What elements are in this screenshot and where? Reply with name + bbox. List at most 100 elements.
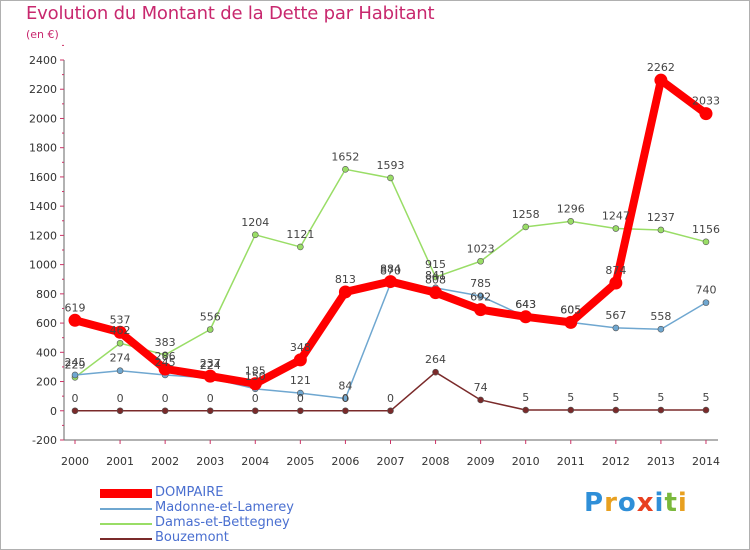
proxiti-logo-letter: x	[636, 488, 655, 518]
data-point	[387, 407, 394, 415]
data-point	[522, 223, 530, 231]
data-label: 229	[65, 358, 86, 371]
data-label: 619	[65, 301, 86, 314]
data-label: 1204	[241, 216, 269, 229]
data-point	[206, 407, 214, 415]
data-point	[383, 275, 397, 289]
legend-swatch-madonne	[100, 508, 152, 510]
data-label: 808	[425, 274, 446, 287]
data-point	[702, 299, 710, 306]
data-label: 264	[425, 353, 446, 366]
data-label: 245	[155, 356, 176, 369]
y-tick-label: 400	[36, 346, 57, 359]
x-tick-label: 2006	[331, 455, 359, 468]
data-label: 1296	[557, 202, 585, 215]
data-label: 1247	[602, 210, 630, 223]
data-label: 0	[162, 392, 169, 405]
data-point	[113, 325, 127, 339]
data-label: 841	[425, 269, 446, 282]
data-point	[432, 273, 439, 281]
data-point	[71, 371, 79, 379]
data-point	[519, 310, 533, 324]
proxiti-logo-letter: i	[654, 488, 665, 518]
x-tick-label: 2013	[647, 455, 675, 468]
data-point	[251, 407, 259, 415]
y-tick-label: 2400	[29, 54, 57, 67]
data-label: 813	[335, 273, 356, 286]
proxiti-logo-letter: r	[604, 488, 618, 518]
data-label: 5	[612, 391, 619, 404]
data-label: 0	[297, 392, 304, 405]
data-label: 0	[387, 392, 394, 405]
data-point	[116, 367, 124, 375]
data-label: 286	[155, 350, 176, 363]
data-point	[342, 395, 349, 402]
chart-title: Evolution du Montant de la Dette par Hab…	[26, 3, 435, 24]
chart-subtitle: (en €)	[26, 28, 59, 41]
data-label: 383	[155, 336, 176, 349]
y-tick-label: 2000	[29, 112, 57, 125]
data-point	[297, 389, 304, 397]
data-point	[564, 315, 578, 329]
y-tick-label: 1600	[29, 171, 57, 184]
x-tick-label: 2002	[151, 455, 179, 468]
data-label: 915	[425, 258, 446, 271]
data-point	[297, 243, 304, 251]
y-tick-label: -200	[32, 434, 57, 447]
legend-label-madonne: Madonne-et-Lamerey	[155, 500, 294, 515]
data-label: 884	[380, 263, 401, 276]
data-point	[161, 351, 169, 359]
data-label: 0	[252, 392, 259, 405]
proxiti-logo-letter: P	[584, 488, 605, 518]
data-label: 567	[605, 309, 626, 322]
data-label: 1593	[376, 159, 404, 172]
data-point	[612, 225, 620, 232]
proxiti-logo: Proxiti	[584, 488, 688, 518]
data-point	[293, 353, 307, 367]
data-label: 643	[515, 298, 536, 311]
data-label: 5	[657, 391, 664, 404]
data-label: 1023	[467, 242, 495, 255]
data-point	[116, 407, 124, 415]
data-point	[429, 286, 443, 300]
data-label: 537	[110, 313, 131, 326]
data-point	[612, 406, 620, 414]
x-tick-label: 2009	[467, 455, 495, 468]
data-label: 245	[65, 356, 86, 369]
data-point	[71, 407, 79, 415]
data-label: 150	[245, 370, 266, 383]
y-tick-label: 0	[50, 405, 57, 418]
data-point	[609, 276, 623, 290]
x-tick-label: 2012	[602, 455, 630, 468]
data-label: 5	[567, 391, 574, 404]
data-label: 5	[522, 391, 529, 404]
data-label: 1652	[331, 150, 359, 163]
data-point	[657, 325, 665, 333]
y-tick-label: 800	[36, 288, 57, 301]
data-label: 185	[245, 365, 266, 378]
data-point	[251, 231, 259, 239]
data-label: 643	[515, 298, 536, 311]
data-label: 84	[338, 379, 352, 392]
y-tick-label: 2200	[29, 83, 57, 96]
data-point	[699, 107, 713, 121]
data-label: 74	[474, 381, 488, 394]
data-label: 5	[702, 391, 709, 404]
x-tick-label: 2001	[106, 455, 134, 468]
data-point	[432, 368, 439, 376]
data-label: 121	[290, 374, 311, 387]
data-label: 692	[470, 291, 491, 304]
x-tick-label: 2008	[422, 455, 450, 468]
y-tick-label: 1800	[29, 142, 57, 155]
data-label: 605	[560, 303, 581, 316]
x-tick-label: 2004	[241, 455, 269, 468]
data-label: 874	[605, 264, 626, 277]
y-tick-label: 1400	[29, 200, 57, 213]
data-label: 556	[200, 311, 221, 324]
y-tick-label: 1200	[29, 229, 57, 242]
data-point	[522, 406, 530, 414]
data-label: 870	[380, 265, 401, 278]
data-point	[203, 369, 217, 383]
data-point	[612, 324, 620, 332]
